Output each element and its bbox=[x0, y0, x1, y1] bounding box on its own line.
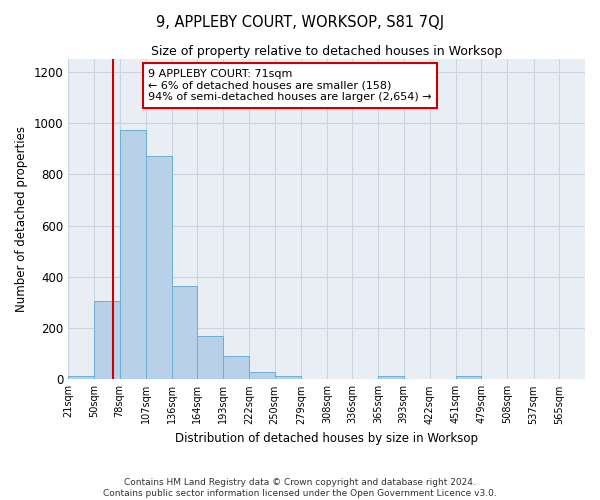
Bar bbox=[172, 286, 197, 380]
Bar bbox=[250, 372, 275, 380]
Bar bbox=[275, 376, 301, 380]
Bar bbox=[197, 336, 223, 380]
X-axis label: Distribution of detached houses by size in Worksop: Distribution of detached houses by size … bbox=[175, 432, 478, 445]
Bar bbox=[379, 376, 404, 380]
Text: 9, APPLEBY COURT, WORKSOP, S81 7QJ: 9, APPLEBY COURT, WORKSOP, S81 7QJ bbox=[156, 15, 444, 30]
Bar bbox=[456, 376, 481, 380]
Bar bbox=[119, 130, 146, 380]
Bar bbox=[146, 156, 172, 380]
Bar bbox=[223, 356, 250, 380]
Y-axis label: Number of detached properties: Number of detached properties bbox=[15, 126, 28, 312]
Text: 9 APPLEBY COURT: 71sqm
← 6% of detached houses are smaller (158)
94% of semi-det: 9 APPLEBY COURT: 71sqm ← 6% of detached … bbox=[148, 69, 432, 102]
Title: Size of property relative to detached houses in Worksop: Size of property relative to detached ho… bbox=[151, 45, 502, 58]
Bar bbox=[94, 301, 119, 380]
Text: Contains HM Land Registry data © Crown copyright and database right 2024.
Contai: Contains HM Land Registry data © Crown c… bbox=[103, 478, 497, 498]
Bar bbox=[68, 376, 94, 380]
